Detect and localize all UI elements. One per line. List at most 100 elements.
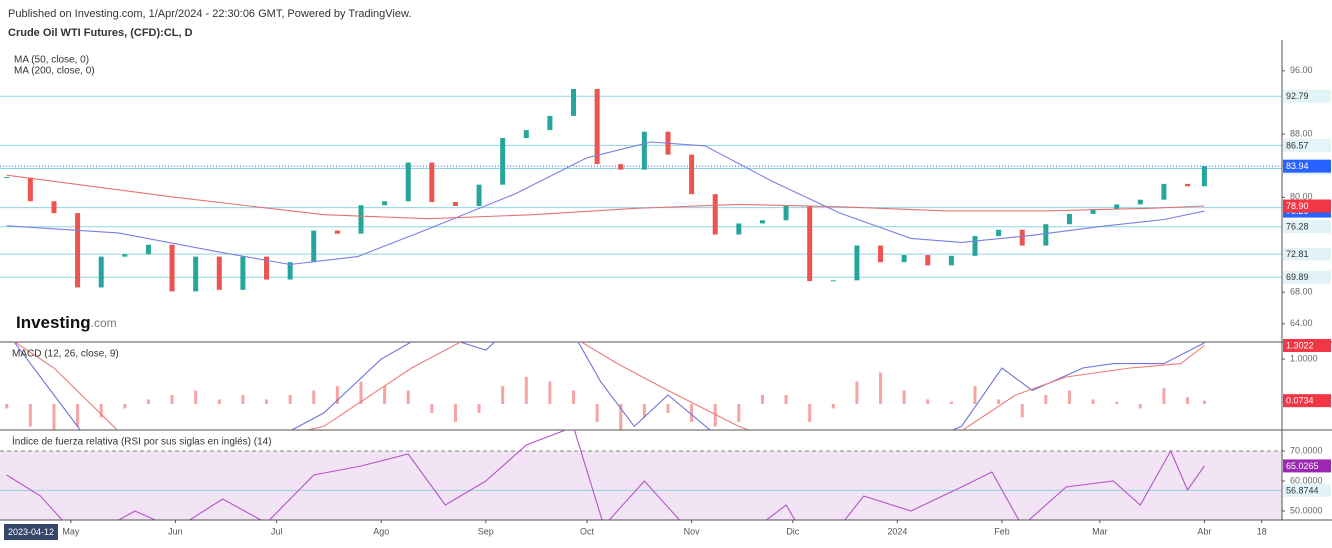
candle bbox=[1066, 213, 1072, 225]
histogram-last-label: 0.0734 bbox=[1283, 394, 1331, 408]
candle bbox=[878, 245, 884, 263]
histogram-bar bbox=[690, 403, 694, 422]
candle bbox=[1185, 183, 1191, 187]
level-label: 76.28 bbox=[1283, 220, 1331, 234]
histogram-last-label-box bbox=[1283, 394, 1331, 408]
cursor-date-box bbox=[4, 524, 58, 540]
histogram-bar bbox=[288, 394, 292, 404]
candle bbox=[429, 162, 435, 203]
x-tick-label: Mar bbox=[1092, 526, 1108, 536]
y-tick-label: 80.00 bbox=[1290, 192, 1313, 202]
candle bbox=[476, 184, 482, 207]
x-tick-label: Dic bbox=[786, 526, 799, 536]
candle bbox=[51, 201, 57, 214]
x-tick-label: Nov bbox=[684, 526, 701, 536]
histogram-bar bbox=[265, 399, 269, 404]
histogram-bar bbox=[808, 403, 812, 422]
histogram-bar bbox=[926, 399, 930, 404]
histogram-bar bbox=[619, 403, 623, 430]
level-label-text: 69.89 bbox=[1286, 272, 1309, 282]
panel-title: MACD (12, 26, close, 9) bbox=[12, 349, 119, 360]
candle bbox=[689, 154, 695, 195]
cursor-date: 2023-04-12 bbox=[4, 524, 58, 540]
candle bbox=[452, 202, 458, 207]
candle bbox=[1201, 166, 1207, 187]
x-tick-label: Abr bbox=[1197, 526, 1211, 536]
panel bbox=[0, 430, 1282, 520]
histogram-bar bbox=[123, 403, 127, 409]
logo-suffix: .com bbox=[91, 316, 117, 330]
y-tick-label: 88.00 bbox=[1290, 128, 1313, 138]
histogram-bar bbox=[194, 390, 198, 404]
series-line bbox=[13, 342, 1205, 430]
histogram-bar bbox=[1115, 401, 1119, 404]
level-label-box bbox=[1283, 138, 1331, 152]
logo: Investing.com bbox=[16, 313, 117, 332]
candle bbox=[854, 245, 860, 281]
histogram-bar bbox=[666, 403, 670, 413]
histogram-bar bbox=[1138, 403, 1142, 409]
histogram-bar bbox=[973, 386, 977, 404]
x-tick-label: Sep bbox=[478, 526, 494, 536]
candle bbox=[594, 89, 600, 165]
x-tick-label: Oct bbox=[580, 526, 595, 536]
histogram-bar bbox=[949, 401, 953, 404]
histogram-bar bbox=[1067, 390, 1071, 404]
candle bbox=[759, 220, 765, 224]
series-last-label: 65.0265 bbox=[1283, 459, 1331, 473]
x-tick-label: 18 bbox=[1257, 526, 1267, 536]
cursor-date-text: 2023-04-12 bbox=[8, 527, 54, 537]
series-last-label-text: 65.0265 bbox=[1286, 461, 1319, 471]
candle bbox=[547, 115, 553, 131]
histogram-bar bbox=[855, 381, 859, 404]
histogram-bar bbox=[501, 386, 505, 404]
histogram-bar bbox=[1162, 388, 1166, 404]
x-tick-label: Ago bbox=[373, 526, 389, 536]
series-last-label: 78.90 bbox=[1283, 199, 1331, 213]
level-label: 92.79 bbox=[1283, 89, 1331, 103]
histogram-bar bbox=[406, 390, 410, 404]
candle bbox=[122, 254, 128, 257]
histogram-bar bbox=[997, 399, 1001, 404]
y-tick-label: 96.00 bbox=[1290, 65, 1313, 75]
histogram-bar bbox=[1044, 394, 1048, 404]
series-line bbox=[6, 141, 1205, 266]
level-label: 72.81 bbox=[1283, 247, 1331, 261]
candle bbox=[1043, 224, 1049, 246]
histogram-bar bbox=[217, 399, 221, 404]
level-label: 56.8744 bbox=[1283, 483, 1331, 497]
candle bbox=[264, 256, 270, 280]
x-tick-label: Jun bbox=[168, 526, 183, 536]
histogram-bar bbox=[902, 390, 906, 404]
candle bbox=[641, 131, 647, 170]
histogram-bar bbox=[28, 403, 32, 427]
candle bbox=[948, 255, 954, 266]
x-tick-label: Feb bbox=[994, 526, 1010, 536]
candle bbox=[1114, 204, 1120, 210]
candle bbox=[405, 162, 411, 202]
candle bbox=[240, 256, 246, 290]
candle bbox=[901, 255, 907, 263]
panel bbox=[5, 342, 1206, 430]
y-tick-label: 50.0000 bbox=[1290, 505, 1323, 515]
histogram-bar bbox=[548, 381, 552, 404]
level-label-box bbox=[1283, 89, 1331, 103]
candle bbox=[75, 213, 81, 288]
candle bbox=[382, 201, 388, 206]
series-last-label-box bbox=[1283, 338, 1331, 352]
x-tick-label: May bbox=[62, 526, 80, 536]
histogram-bar bbox=[1020, 403, 1024, 418]
candle bbox=[145, 244, 151, 255]
histogram-bar bbox=[335, 386, 339, 404]
candle bbox=[996, 229, 1002, 237]
histogram-bar bbox=[52, 403, 56, 430]
level-label-text: 86.57 bbox=[1286, 140, 1309, 150]
chart-title: Crude Oil WTI Futures, (CFD):CL, D bbox=[8, 27, 193, 39]
candle bbox=[311, 230, 317, 263]
histogram-bar bbox=[241, 394, 245, 404]
last-price-label: 83.94 bbox=[1283, 159, 1331, 173]
histogram-bar bbox=[453, 403, 457, 422]
histogram-bar bbox=[595, 403, 599, 422]
series-line bbox=[6, 174, 1205, 220]
